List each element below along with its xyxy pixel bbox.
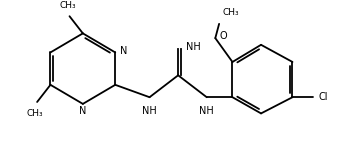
Text: N: N xyxy=(79,106,87,116)
Text: NH: NH xyxy=(199,106,214,116)
Text: CH₃: CH₃ xyxy=(223,8,240,17)
Text: NH: NH xyxy=(186,42,201,52)
Text: O: O xyxy=(219,31,227,41)
Text: Cl: Cl xyxy=(318,92,328,102)
Text: CH₃: CH₃ xyxy=(59,1,76,10)
Text: NH: NH xyxy=(142,106,157,116)
Text: N: N xyxy=(120,46,127,57)
Text: CH₃: CH₃ xyxy=(27,109,43,118)
